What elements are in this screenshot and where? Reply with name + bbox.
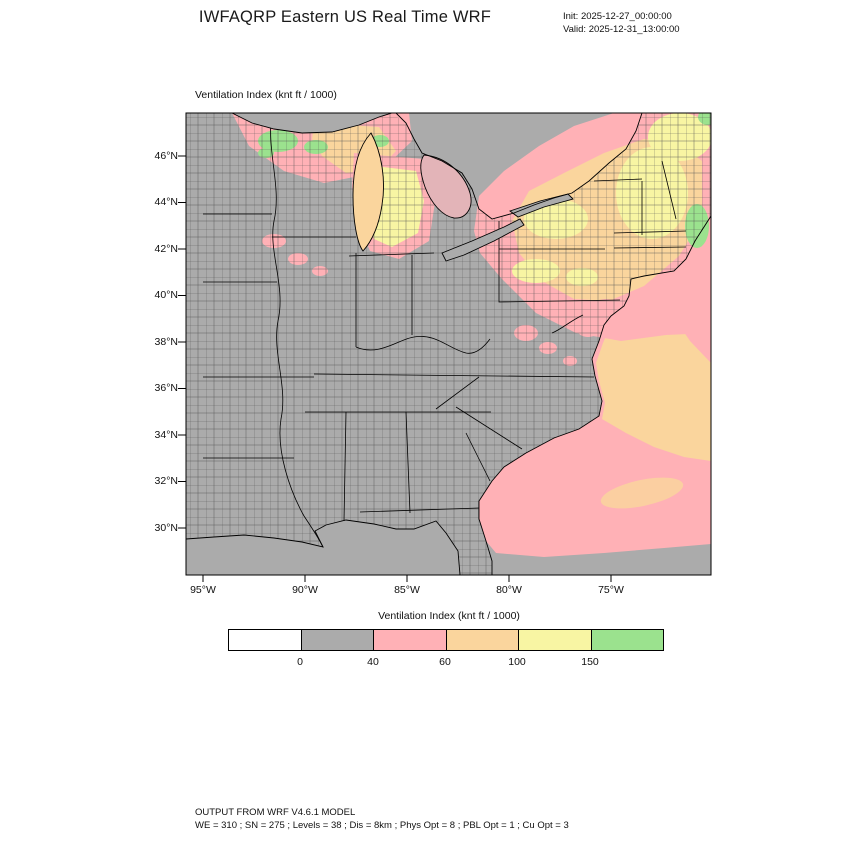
lake-ontario — [509, 193, 574, 218]
lat-tick-marks — [178, 155, 186, 529]
colorbar-segment-0-40 — [301, 630, 374, 650]
lon-tick-marks — [202, 575, 612, 582]
tn-nc-border — [435, 376, 480, 410]
lat-label-30n: 30°N — [154, 522, 178, 534]
colorbar-segment-40-60 — [374, 630, 447, 650]
page-title: IWFAQRP Eastern US Real Time WRF — [198, 8, 492, 26]
lat-label-36n: 36°N — [154, 382, 178, 394]
al-ga-border — [405, 411, 411, 514]
lat-label-32n: 32°N — [154, 475, 178, 487]
potomac-border — [551, 314, 584, 334]
colorbar-tick-150: 150 — [581, 656, 599, 668]
ma-north-border — [613, 230, 687, 234]
lake-erie — [441, 218, 525, 262]
ny-canada-border — [593, 178, 643, 182]
mi-south-border — [348, 252, 435, 257]
mississippi-river — [270, 113, 324, 548]
model-info: OUTPUT FROM WRF V4.6.1 MODEL WE = 310 ; … — [195, 806, 569, 832]
state-borders — [203, 113, 687, 548]
colorbar-tick-100: 100 — [508, 656, 526, 668]
lon-label-85w: 85°W — [394, 584, 420, 596]
colorbar-segment-100-150 — [519, 630, 592, 650]
lake-michigan — [352, 132, 384, 252]
us-canada-border — [395, 113, 643, 220]
colorbar-segment-above150 — [591, 630, 663, 650]
ma-south-border — [613, 246, 687, 249]
pa-west-south-border — [498, 221, 621, 303]
colorbar-title: Ventilation Index (knt ft / 1000) — [378, 610, 520, 622]
model-timestamps: Init: 2025-12-27_00:00:00 Valid: 2025-12… — [563, 10, 680, 36]
lat-label-42n: 42°N — [154, 243, 178, 255]
ky-tn-va-nc-border — [313, 373, 595, 378]
map-svg — [178, 112, 712, 582]
ga-sc-border — [465, 432, 491, 482]
atlantic-coast — [478, 215, 711, 575]
lat-label-46n: 46°N — [154, 150, 178, 162]
great-lakes — [231, 113, 574, 262]
colorbar-tick-0: 0 — [297, 656, 303, 668]
valid-time: Valid: 2025-12-31_13:00:00 — [563, 24, 680, 35]
lat-label-38n: 38°N — [154, 336, 178, 348]
colorbar-tick-60: 60 — [439, 656, 451, 668]
lat-label-34n: 34°N — [154, 429, 178, 441]
map-content — [186, 113, 711, 575]
colorbar-tick-40: 40 — [367, 656, 379, 668]
lon-label-80w: 80°W — [496, 584, 522, 596]
nc-sc-border — [455, 406, 523, 450]
colorbar — [228, 629, 664, 651]
model-info-line1: OUTPUT FROM WRF V4.6.1 MODEL — [195, 807, 356, 818]
offshore-tan-streak — [600, 477, 684, 509]
colorbar-segment-60-100 — [446, 630, 519, 650]
lon-label-75w: 75°W — [598, 584, 624, 596]
ohio-river — [355, 335, 491, 354]
lon-label-95w: 95°W — [190, 584, 216, 596]
nh-me-border — [661, 160, 677, 220]
colorbar-segment-below0 — [229, 630, 302, 650]
init-time: Init: 2025-12-27_00:00:00 — [563, 11, 672, 22]
coastline — [186, 113, 711, 575]
lat-label-44n: 44°N — [154, 196, 178, 208]
lat-label-40n: 40°N — [154, 289, 178, 301]
lake-huron — [420, 154, 472, 219]
gulf-coast — [186, 519, 461, 575]
model-info-line2: WE = 310 ; SN = 275 ; Levels = 38 ; Dis … — [195, 820, 569, 831]
ms-al-border — [343, 411, 347, 522]
map-field-label: Ventilation Index (knt ft / 1000) — [195, 89, 337, 101]
lon-label-90w: 90°W — [292, 584, 318, 596]
lake-superior — [231, 113, 393, 134]
map-figure — [174, 101, 723, 587]
fl-north-border — [359, 507, 480, 513]
map-frame — [185, 112, 712, 576]
